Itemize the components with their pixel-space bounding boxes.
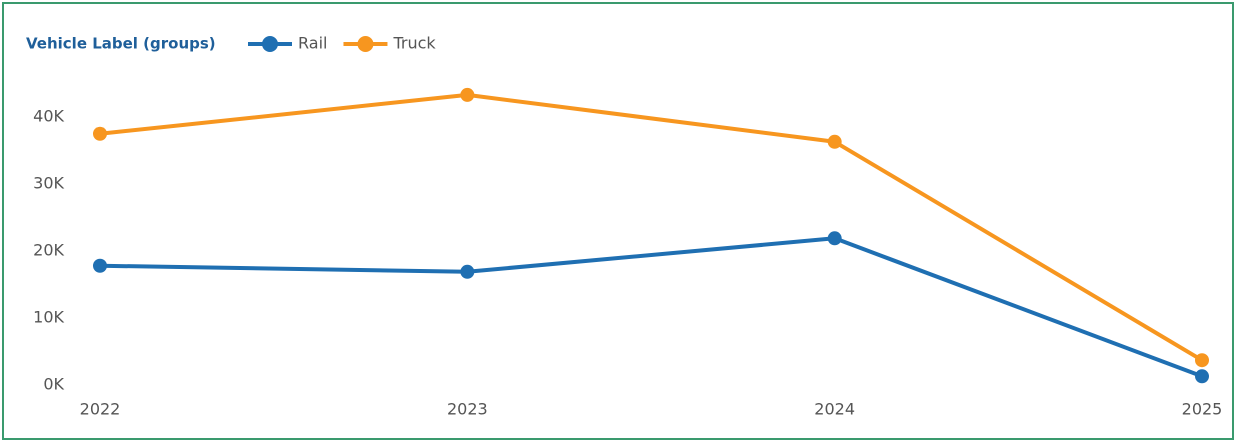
- data-point: [460, 264, 475, 279]
- data-point: [1195, 369, 1209, 384]
- data-point: [827, 231, 842, 246]
- y-tick-label: 20K: [33, 241, 64, 260]
- y-tick-label: 40K: [33, 107, 64, 126]
- y-tick-label: 0K: [43, 375, 64, 394]
- y-tick-label: 30K: [33, 174, 64, 193]
- x-tick-label: 2025: [1182, 400, 1223, 419]
- legend-marker: [262, 36, 278, 52]
- data-point: [460, 87, 475, 102]
- data-point: [93, 126, 107, 141]
- legend-label: Truck: [392, 34, 436, 53]
- x-tick-label: 2023: [447, 400, 488, 419]
- data-point: [1195, 353, 1209, 368]
- legend-label: Rail: [298, 34, 327, 53]
- series-line: [99, 236, 1203, 379]
- y-tick-label: 10K: [33, 308, 64, 327]
- legend-title: Vehicle Label (groups): [26, 35, 216, 53]
- data-point: [93, 258, 107, 273]
- series-line: [99, 92, 1204, 362]
- legend-marker: [357, 36, 374, 52]
- x-tick-label: 2022: [80, 400, 121, 419]
- data-point: [827, 134, 842, 149]
- x-tick-label: 2024: [814, 400, 855, 419]
